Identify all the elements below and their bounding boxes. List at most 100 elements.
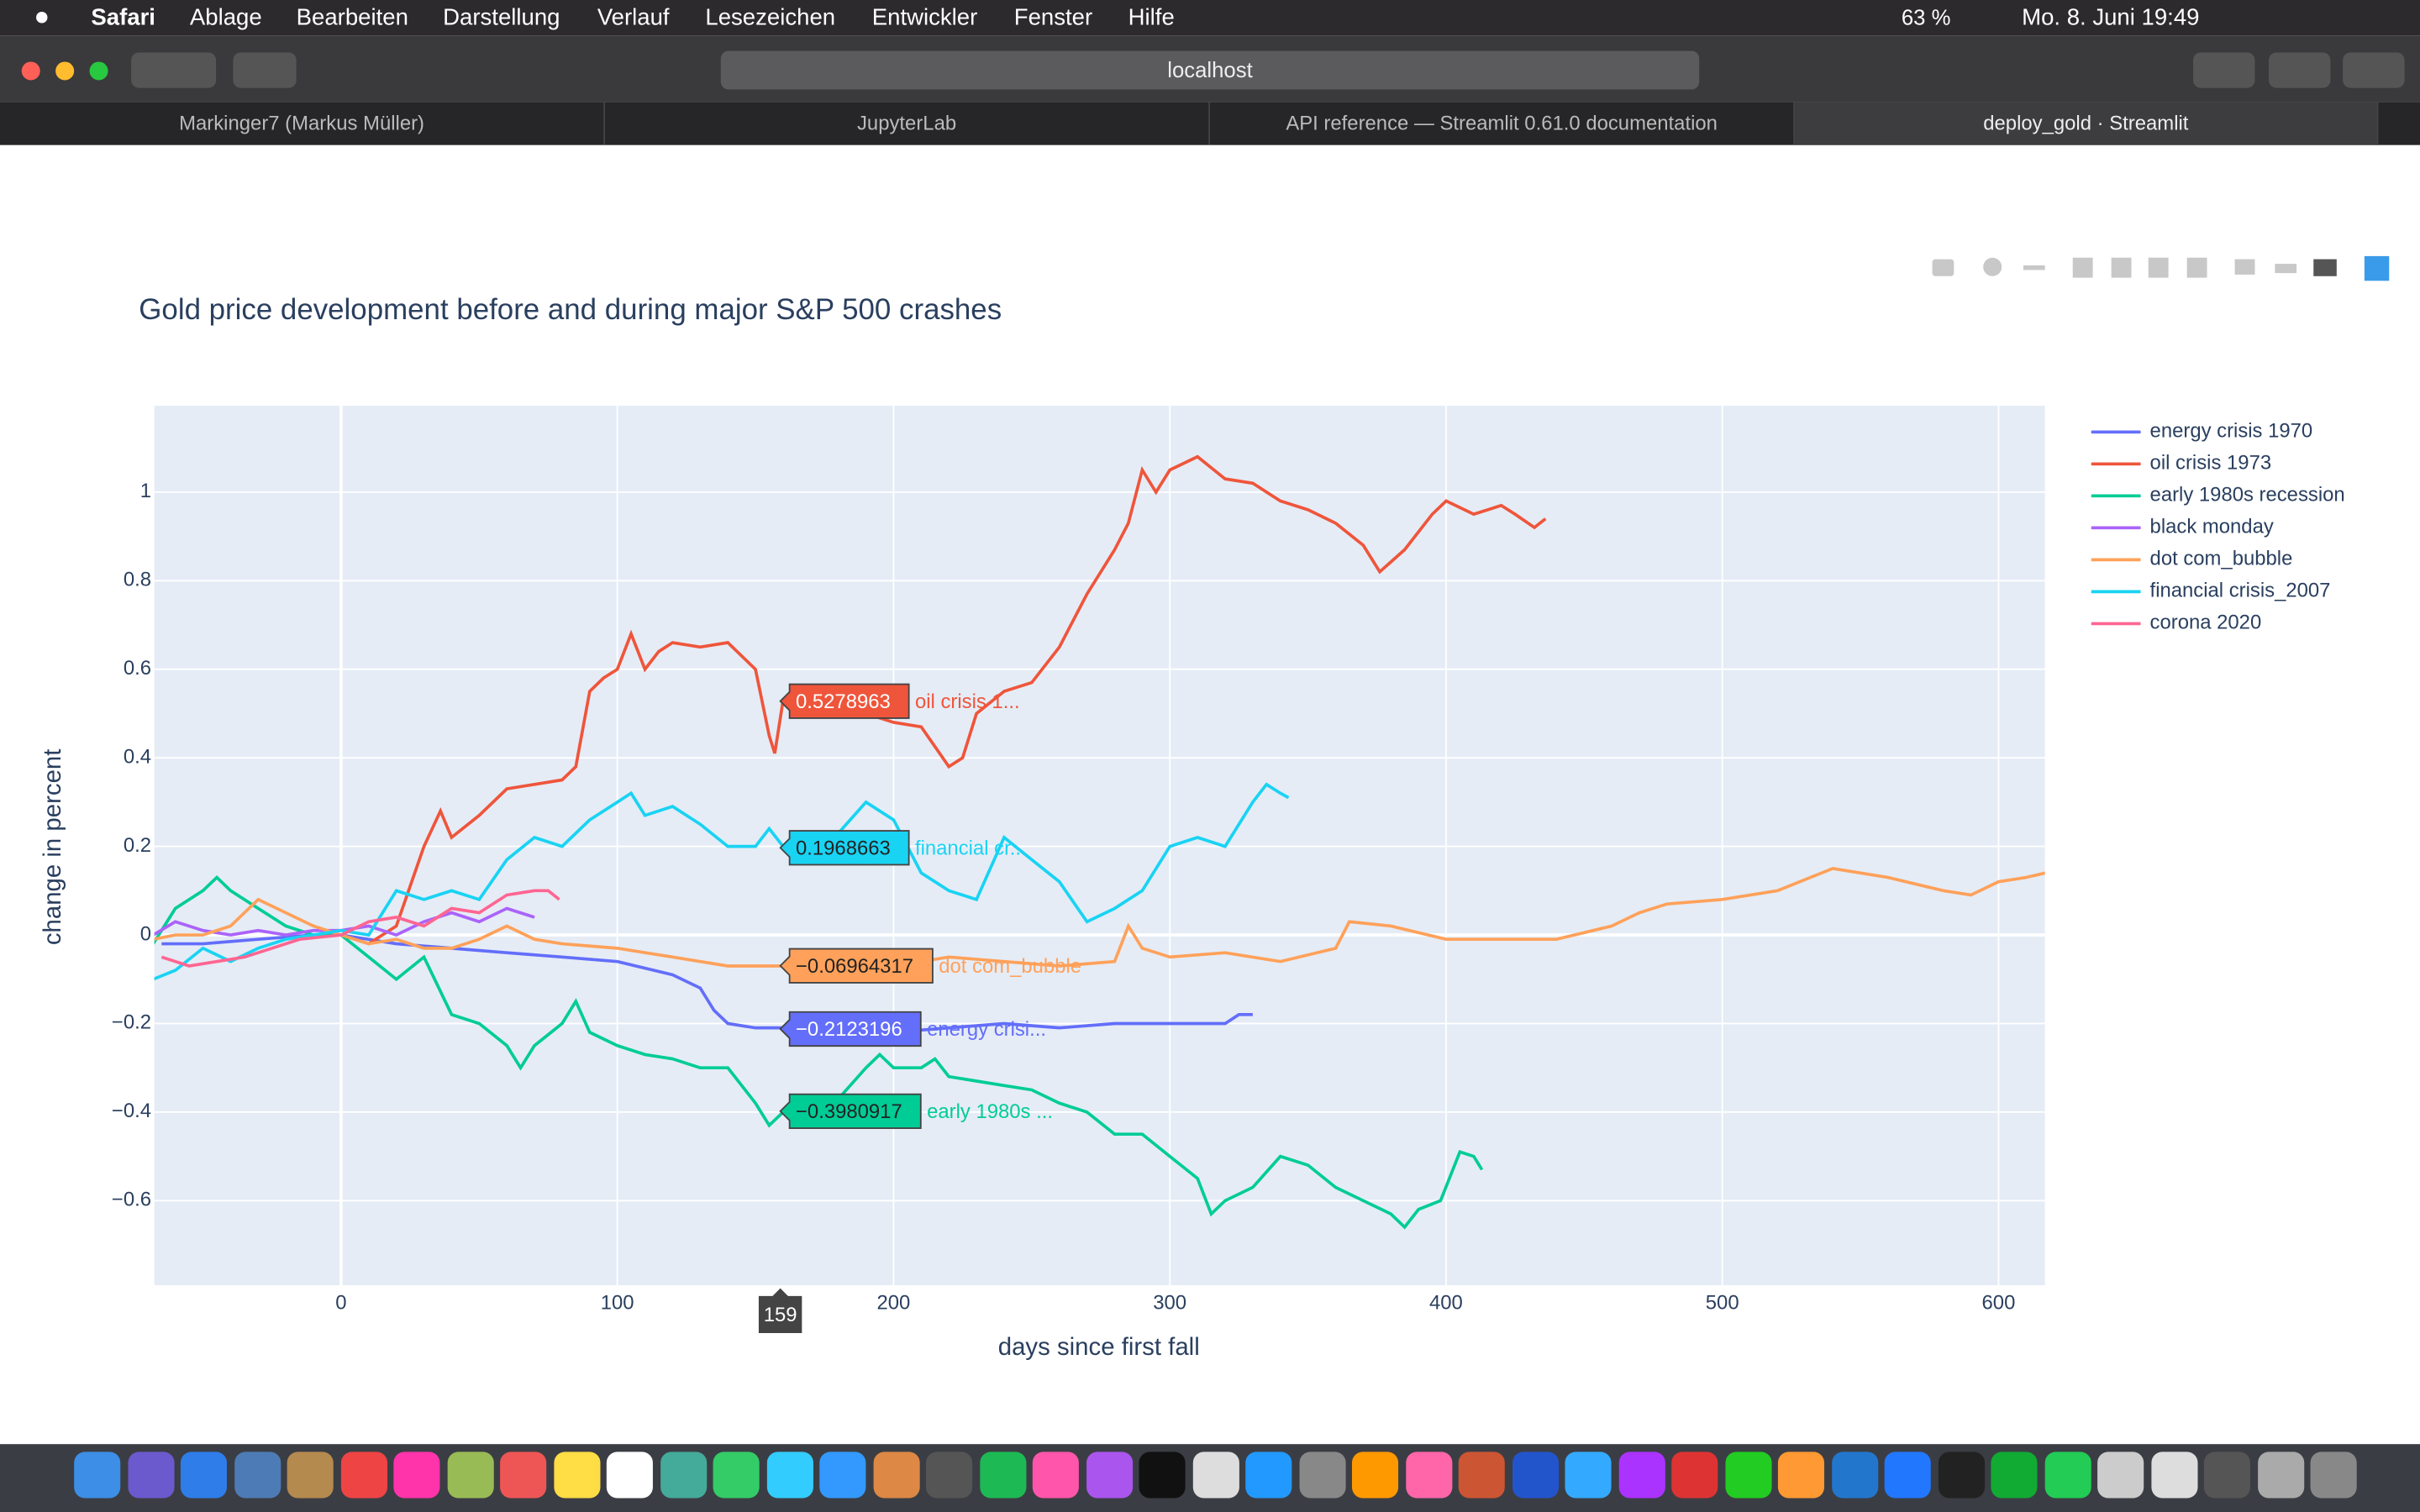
- x-axis-label: days since first fall: [998, 1333, 1200, 1361]
- zoom-button[interactable]: [89, 61, 108, 81]
- hover-name: financial cr...: [915, 837, 1027, 859]
- dock-icon[interactable]: [2203, 1452, 2250, 1499]
- dock-icon[interactable]: [287, 1452, 334, 1499]
- dock-icon[interactable]: [1565, 1452, 1612, 1499]
- close-button[interactable]: [21, 61, 40, 81]
- hover-name: energy crisi...: [927, 1018, 1046, 1041]
- y-tick-label: −0.2: [112, 1011, 151, 1034]
- modebar[interactable]: [1932, 255, 2390, 281]
- nav-buttons[interactable]: [131, 52, 217, 88]
- dock-icon[interactable]: [500, 1452, 547, 1499]
- apple-menu[interactable]: ●: [34, 1, 50, 31]
- chart: Gold price development before and during…: [39, 255, 2390, 1361]
- dock-icon[interactable]: [606, 1452, 653, 1499]
- dock-icon[interactable]: [1351, 1452, 1399, 1499]
- active-tab[interactable]: deploy_gold · Streamlit: [1795, 102, 2379, 145]
- dock-icon[interactable]: [713, 1452, 760, 1499]
- x-hover-label: 159: [764, 1304, 797, 1326]
- legend-entry: energy crisis 1970: [2150, 420, 2313, 443]
- hover-name: early 1980s ...: [927, 1100, 1053, 1123]
- dock-icon[interactable]: [74, 1452, 121, 1499]
- dock-icon[interactable]: [1991, 1452, 2038, 1499]
- dock-icon[interactable]: [1724, 1452, 1771, 1499]
- dock-icon[interactable]: [234, 1452, 281, 1499]
- hover-box: [779, 1011, 922, 1047]
- battery[interactable]: 63 %: [1901, 4, 1951, 29]
- dock-icon[interactable]: [1139, 1452, 1186, 1499]
- series-line: [154, 782, 1290, 981]
- clock[interactable]: Mo. 8. Juni 19:49: [2022, 4, 2200, 31]
- dock-icon[interactable]: [1192, 1452, 1239, 1499]
- menu-item[interactable]: Verlauf: [597, 4, 670, 31]
- address-bar[interactable]: localhost: [720, 50, 1700, 90]
- dock-icon[interactable]: [1512, 1452, 1559, 1499]
- dock-icon[interactable]: [765, 1452, 813, 1499]
- y-tick-label: 0.4: [124, 745, 151, 768]
- dock-icon[interactable]: [1618, 1452, 1665, 1499]
- dock-icon[interactable]: [926, 1452, 973, 1499]
- menu-item[interactable]: Fenster: [1013, 4, 1093, 31]
- series-line: [340, 454, 1547, 946]
- y-tick-label: −0.4: [112, 1100, 151, 1122]
- x-tick-label: 300: [1153, 1291, 1186, 1314]
- dock: [0, 1444, 2420, 1512]
- sidebar-button[interactable]: [233, 52, 297, 88]
- menu-item[interactable]: Darstellung: [443, 4, 560, 31]
- tab[interactable]: JupyterLab: [605, 102, 1211, 145]
- dock-icon[interactable]: [1777, 1452, 1825, 1499]
- dock-icon[interactable]: [1086, 1452, 1133, 1499]
- dock-icon[interactable]: [1884, 1452, 1931, 1499]
- dock-icon[interactable]: [446, 1452, 493, 1499]
- menu-item[interactable]: Bearbeiten: [296, 4, 408, 31]
- menu-bar: ● Safari Ablage Bearbeiten Darstellung V…: [0, 0, 2420, 36]
- dock-icon[interactable]: [979, 1452, 1026, 1499]
- downloads-button[interactable]: [2193, 52, 2255, 88]
- dock-icon[interactable]: [1938, 1452, 1985, 1499]
- dock-icon[interactable]: [819, 1452, 866, 1499]
- legend-entry: dot com_bubble: [2150, 548, 2293, 570]
- dock-icon[interactable]: [127, 1452, 174, 1499]
- dock-icon[interactable]: [660, 1452, 707, 1499]
- minimize-button[interactable]: [55, 61, 75, 81]
- hover-box: [779, 948, 934, 984]
- dock-icon[interactable]: [1245, 1452, 1292, 1499]
- hover-box: [779, 830, 910, 866]
- dock-icon[interactable]: [2097, 1452, 2144, 1499]
- tabs-button[interactable]: [2343, 52, 2405, 88]
- dock-icon[interactable]: [340, 1452, 387, 1499]
- dock-icon[interactable]: [1405, 1452, 1452, 1499]
- y-tick-label: 0.8: [124, 569, 151, 591]
- menu-item[interactable]: Hilfe: [1128, 4, 1175, 31]
- dock-icon[interactable]: [393, 1452, 440, 1499]
- hover-value: 0.5278963: [796, 690, 891, 713]
- dock-icon[interactable]: [2150, 1452, 2197, 1499]
- x-tick-label: 100: [601, 1291, 634, 1314]
- series-line: [160, 889, 560, 968]
- app-name[interactable]: Safari: [91, 4, 155, 31]
- y-tick-label: 0: [140, 922, 151, 945]
- y-tick-label: −0.6: [112, 1189, 151, 1211]
- dock-icon[interactable]: [1458, 1452, 1505, 1499]
- dock-icon[interactable]: [180, 1452, 228, 1499]
- dock-icon[interactable]: [2257, 1452, 2304, 1499]
- tab[interactable]: Markinger7 (Markus Müller): [0, 102, 606, 145]
- dock-icon[interactable]: [1032, 1452, 1079, 1499]
- hover-name: dot com_bubble: [939, 955, 1081, 978]
- share-button[interactable]: [2269, 52, 2331, 88]
- dock-icon[interactable]: [553, 1452, 600, 1499]
- dock-icon[interactable]: [1671, 1452, 1718, 1499]
- x-hover-box: [758, 1288, 802, 1333]
- menu-item[interactable]: Ablage: [189, 4, 262, 31]
- toolbar: localhost: [0, 35, 2420, 102]
- dock-icon[interactable]: [2044, 1452, 2091, 1499]
- x-tick-label: 600: [1982, 1291, 2016, 1314]
- dock-icon[interactable]: [1298, 1452, 1345, 1499]
- tab[interactable]: API reference — Streamlit 0.61.0 documen…: [1210, 102, 1796, 145]
- menu-item[interactable]: Entwickler: [871, 4, 978, 31]
- dock-icon[interactable]: [1831, 1452, 1878, 1499]
- menu-item[interactable]: Lesezeichen: [705, 4, 836, 31]
- dock-icon[interactable]: [2310, 1452, 2357, 1499]
- dock-icon[interactable]: [872, 1452, 919, 1499]
